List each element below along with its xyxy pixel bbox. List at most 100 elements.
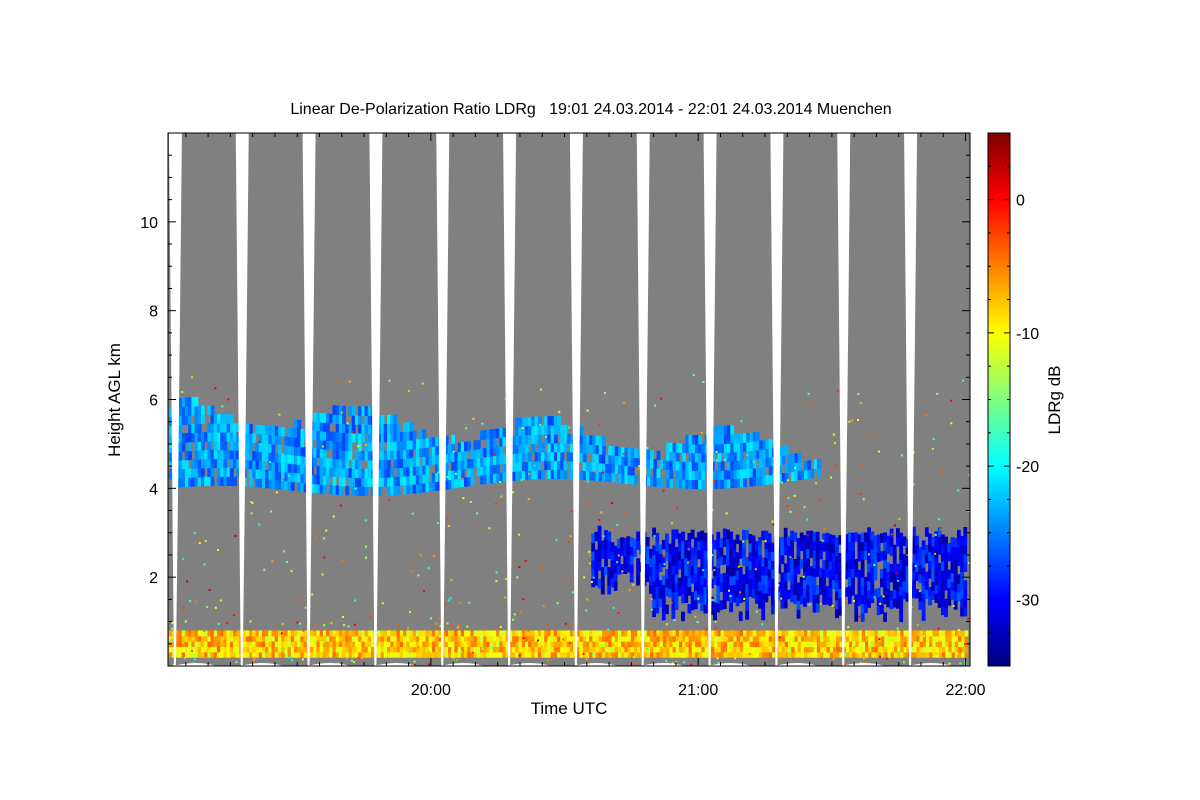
layer-cell	[677, 542, 682, 552]
layer-cell	[197, 467, 202, 478]
layer-cell	[883, 567, 888, 578]
layer-cell	[762, 440, 767, 450]
layer-cell	[476, 457, 481, 468]
layer-cell	[223, 641, 228, 648]
layer-cell	[313, 421, 318, 431]
layer-cell	[184, 415, 189, 425]
speckle	[670, 522, 673, 525]
layer-cell	[690, 556, 695, 566]
speckle	[962, 655, 965, 658]
layer-cell	[380, 635, 385, 642]
layer-cell	[806, 584, 811, 594]
layer-cell	[415, 646, 420, 653]
layer-cell	[563, 442, 568, 453]
layer-cell	[784, 646, 789, 653]
layer-cell	[342, 641, 346, 648]
layer-cell	[618, 641, 622, 648]
layer-cell	[322, 422, 327, 432]
layer-cell	[790, 583, 794, 594]
layer-cell	[854, 532, 859, 542]
layer-cell	[338, 467, 343, 478]
layer-cell	[752, 646, 757, 653]
layer-cell	[184, 651, 189, 658]
layer-cell	[690, 591, 695, 602]
layer-cell	[409, 651, 414, 658]
layer-cell	[342, 432, 346, 442]
layer-cell	[867, 562, 871, 573]
layer-cell	[621, 641, 626, 648]
layer-cell	[928, 587, 932, 597]
speckle	[232, 614, 235, 617]
layer-cell	[942, 641, 946, 648]
layer-cell	[284, 462, 289, 473]
layer-cell	[297, 641, 302, 648]
layer-cell	[213, 449, 218, 460]
layer-cell	[528, 425, 532, 436]
layer-cell	[396, 646, 401, 653]
layer-cell	[370, 646, 375, 653]
speckle	[258, 523, 261, 526]
layer-cell	[608, 472, 613, 483]
layer-cell	[758, 554, 762, 565]
layer-cell	[358, 477, 362, 487]
layer-cell	[748, 578, 753, 588]
layer-cell	[790, 575, 794, 585]
layer-cell	[883, 585, 888, 596]
speckle	[290, 659, 293, 662]
layer-cell	[713, 602, 717, 612]
layer-cell	[217, 646, 221, 653]
layer-cell	[284, 651, 289, 658]
layer-cell	[918, 555, 923, 566]
layer-cell	[220, 467, 225, 477]
layer-cell	[819, 585, 823, 595]
layer-cell	[518, 630, 523, 637]
layer-cell	[293, 428, 298, 438]
speckle	[282, 550, 285, 553]
layer-cell	[268, 651, 273, 658]
layer-cell	[701, 635, 706, 642]
layer-cell	[964, 646, 969, 653]
layer-cell	[422, 646, 427, 653]
layer-cell	[698, 452, 703, 463]
layer-cell	[364, 406, 369, 416]
speckle	[957, 628, 960, 631]
layer-cell	[431, 630, 436, 637]
layer-cell	[627, 465, 632, 476]
layer-cell	[200, 405, 205, 416]
layer-cell	[518, 641, 523, 648]
layer-cell	[848, 635, 853, 642]
x-axis-label: Time UTC	[531, 699, 608, 718]
layer-cell	[390, 646, 395, 653]
layer-cell	[367, 433, 372, 443]
layer-cell	[912, 588, 916, 599]
speckle	[700, 431, 703, 434]
layer-cell	[518, 417, 523, 427]
layer-cell	[823, 630, 828, 637]
layer-cell	[730, 451, 735, 462]
layer-cell	[802, 552, 807, 563]
layer-cell	[828, 543, 833, 553]
layer-cell	[754, 541, 759, 551]
speckle	[857, 393, 860, 396]
layer-cell	[621, 635, 626, 642]
layer-cell	[832, 646, 837, 653]
speckle	[671, 662, 674, 665]
layer-cell	[515, 641, 520, 648]
layer-cell	[793, 532, 798, 542]
speckle	[555, 538, 558, 541]
layer-cell	[512, 635, 516, 642]
layer-cell	[620, 564, 624, 574]
layer-cell	[168, 635, 173, 642]
layer-cell	[467, 641, 472, 648]
layer-cell	[223, 476, 228, 486]
layer-cell	[735, 596, 740, 607]
layer-cell	[630, 448, 635, 458]
layer-cell	[906, 635, 911, 642]
layer-cell	[749, 651, 754, 658]
layer-cell	[884, 630, 889, 637]
layer-cell	[553, 460, 558, 471]
layer-cell	[310, 483, 314, 493]
layer-cell	[537, 451, 542, 462]
layer-cell	[703, 550, 708, 561]
layer-cell	[919, 635, 924, 642]
